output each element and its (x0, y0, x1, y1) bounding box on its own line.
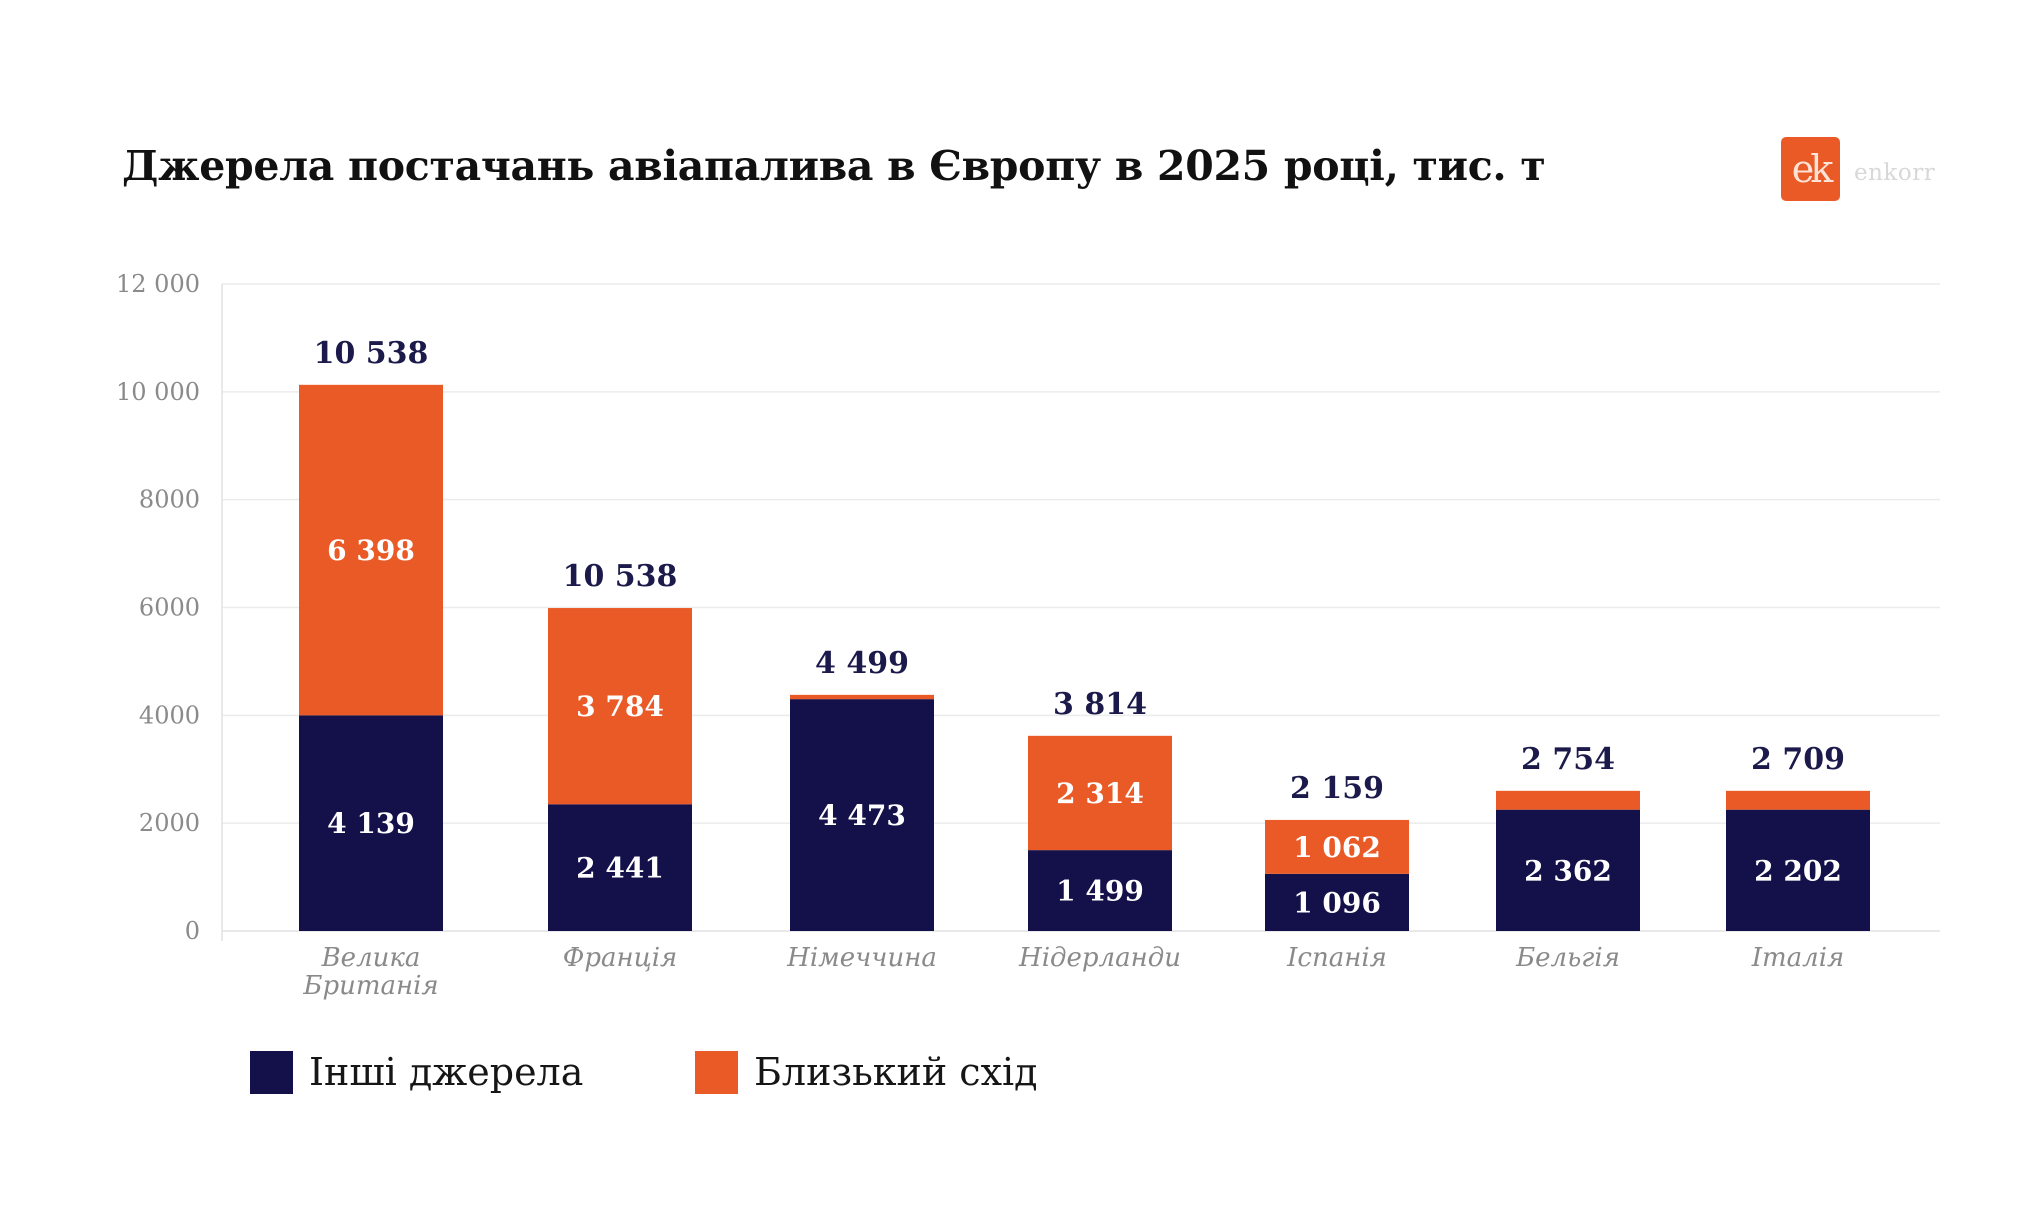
y-tick-label: 2000 (139, 809, 200, 837)
bar-other (1265, 873, 1409, 931)
total-label: 2 159 (1290, 771, 1384, 806)
enkorr-logo: ek enkorr (1781, 137, 1935, 201)
data-label-other: 1 499 (1056, 875, 1144, 908)
total-label: 2 754 (1521, 742, 1615, 777)
total-label: 2 709 (1751, 742, 1845, 777)
legend-item-other: Інші джерела (250, 1050, 583, 1094)
legend-label-other: Інші джерела (309, 1050, 584, 1094)
data-label-other: 4 473 (818, 799, 906, 832)
data-label-other: 2 441 (576, 852, 664, 885)
bar-middle-east (1496, 790, 1640, 810)
data-label-middle-east: 2 314 (1056, 777, 1144, 810)
bar-other (790, 699, 934, 931)
x-category-label: Велика (321, 943, 421, 973)
legend-label-middle-east: Близький схід (754, 1050, 1038, 1094)
x-category-label: Німеччина (786, 943, 937, 973)
bar-other (1726, 809, 1870, 931)
x-category-label: Нідерланди (1018, 943, 1181, 973)
chart-title: Джерела постачань авіапалива в Європу в … (122, 142, 1546, 190)
legend-swatch-other (250, 1050, 293, 1094)
bar-other (1028, 850, 1172, 931)
x-category-label: Британія (302, 971, 438, 1001)
y-tick-label: 4000 (139, 701, 200, 729)
bar-middle-east (1726, 790, 1870, 810)
bar-middle-east (299, 384, 443, 716)
x-category-label: Бельгія (1515, 943, 1620, 973)
data-label-middle-east: 6 398 (327, 534, 415, 567)
bar-other (1496, 809, 1640, 931)
y-tick-label: 12 000 (116, 270, 200, 298)
bar-other (548, 804, 692, 931)
total-label: 10 538 (563, 559, 678, 594)
bar-middle-east (1028, 735, 1172, 851)
total-label: 3 814 (1053, 687, 1147, 722)
data-label-middle-east: 3 784 (576, 690, 664, 723)
legend-item-middle-east: Близький схід (695, 1050, 1038, 1094)
enkorr-logo-text: enkorr (1854, 160, 1936, 186)
enkorr-logo-mark: ek (1781, 137, 1840, 201)
data-label-other: 4 139 (327, 807, 415, 840)
bar-middle-east (548, 608, 692, 805)
x-category-label: Франція (563, 943, 678, 973)
y-tick-label: 0 (185, 917, 200, 945)
bar-other (299, 715, 443, 931)
total-label: 4 499 (815, 646, 909, 681)
y-tick-label: 6000 (139, 594, 200, 622)
total-label: 10 538 (314, 336, 429, 371)
data-label-middle-east: 1 062 (1293, 831, 1381, 864)
bar-middle-east (790, 694, 934, 700)
x-category-label: Італія (1751, 943, 1845, 973)
data-label-other: 1 096 (1293, 886, 1381, 919)
y-tick-label: 10 000 (116, 378, 200, 406)
legend-swatch-middle-east (695, 1050, 738, 1094)
x-category-label: Іспанія (1286, 943, 1387, 973)
y-tick-label: 8000 (139, 486, 200, 514)
bar-middle-east (1265, 819, 1409, 874)
data-label-other: 2 362 (1524, 854, 1612, 887)
data-label-other: 2 202 (1754, 854, 1842, 887)
